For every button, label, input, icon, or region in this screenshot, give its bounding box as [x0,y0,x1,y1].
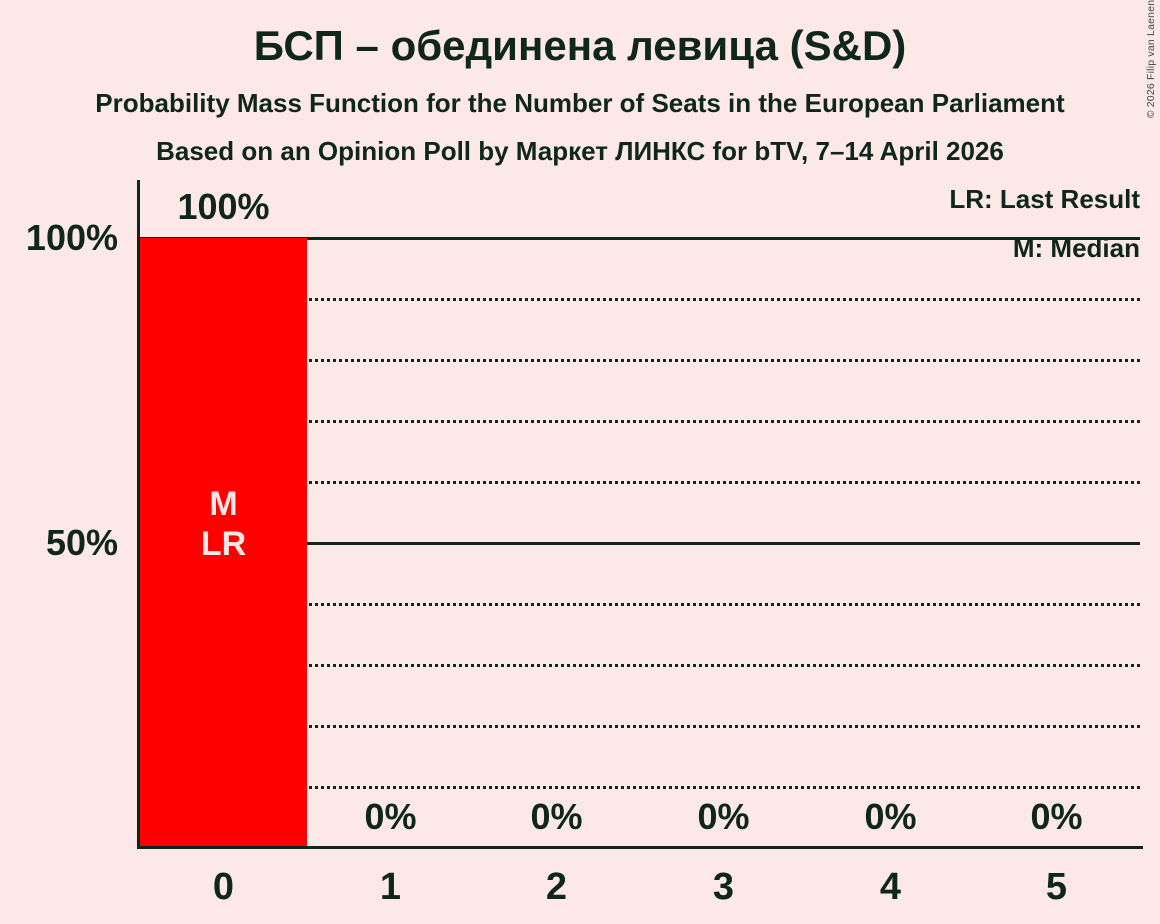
bar-value-label: 0% [530,796,583,837]
plot-area: 100% M LR 0 0% 1 0% 2 0% 3 0% 4 0% 5 [140,186,1140,908]
chart-source-line: Based on an Opinion Poll by Маркет ЛИНКС… [156,136,1004,166]
x-axis-label-2: 2 [545,866,568,908]
chart-title: БСП – обединена левица (S&D) [253,22,907,69]
gridline-100pct [140,237,1140,240]
x-axis-line [137,846,1143,849]
bar-value-label: 0% [364,796,417,837]
bar-seats-0 [140,238,307,848]
gridline-50pct [140,542,1140,545]
y-axis-tick-50pct: 50% [45,522,118,563]
bar-annotation-median-lastresult: M LR [200,485,247,563]
y-axis-tick-100pct: 100% [25,217,118,258]
gridline-10pct [140,786,1140,789]
gridline-20pct [140,725,1140,728]
bar-value-label: 0% [1030,796,1083,837]
gridline-30pct [140,664,1140,667]
x-axis-label-1: 1 [379,866,402,908]
gridline-40pct [140,603,1140,606]
copyright-notice: © 2026 Filip van Laenen [1145,0,1157,119]
gridline-60pct [140,481,1140,484]
legend-last-result: LR: Last Result [949,184,1140,214]
bar-value-label: 0% [697,796,750,837]
bar-value-label: 0% [864,796,917,837]
gridline-80pct [140,359,1140,362]
chart-subtitle: Probability Mass Function for the Number… [95,88,1065,118]
gridline-90pct [140,298,1140,301]
y-axis-line [137,180,140,849]
x-axis-label-4: 4 [879,866,902,908]
bar-value-label: 100% [177,186,270,227]
x-axis-label-5: 5 [1045,866,1068,908]
x-axis-label-0: 0 [212,866,235,908]
x-axis-label-3: 3 [712,866,735,908]
legend-median: M: Median [1012,233,1140,263]
gridline-70pct [140,420,1140,423]
